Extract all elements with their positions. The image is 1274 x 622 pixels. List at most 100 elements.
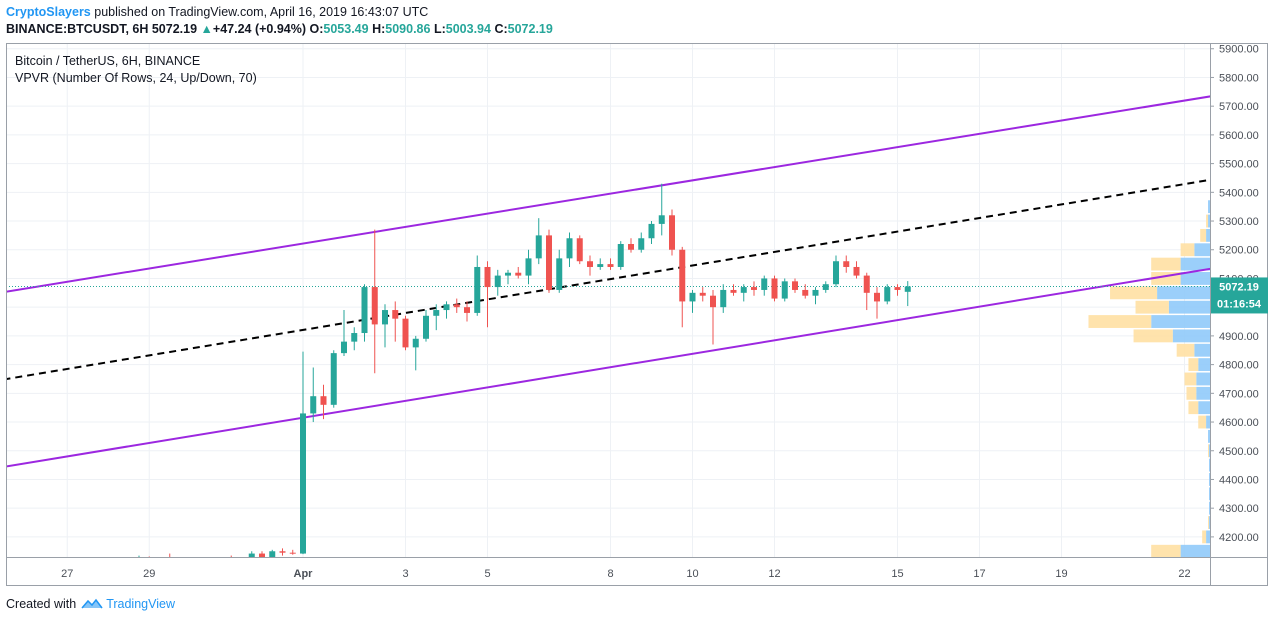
candle-body — [699, 292, 706, 296]
candle-body — [392, 310, 399, 319]
candle-body — [433, 310, 440, 316]
vp-up-bar — [1196, 386, 1210, 400]
vp-down-bar — [1188, 358, 1199, 372]
chart-frame — [6, 43, 1268, 586]
volume-profile — [1088, 200, 1210, 557]
close-label: C: — [494, 22, 508, 36]
candle-body — [341, 341, 347, 354]
y-tick-label: 5500.00 — [1219, 159, 1259, 171]
y-tick-label: 4400.00 — [1219, 474, 1259, 486]
candle-body — [648, 223, 655, 239]
vp-up-bar — [1209, 501, 1210, 515]
candle-body — [525, 258, 532, 276]
candle-body — [443, 304, 450, 311]
vp-down-bar — [1198, 415, 1207, 429]
candle-body — [198, 560, 204, 562]
candle-body — [484, 266, 491, 288]
candle-body — [720, 289, 727, 308]
y-tick-label: 5800.00 — [1219, 72, 1259, 84]
candle-body — [894, 287, 901, 290]
candle-body — [494, 275, 501, 288]
candle-body — [423, 315, 429, 339]
channel-upper-line — [6, 95, 1210, 293]
candle-body — [792, 281, 798, 290]
vp-down-bar — [1180, 243, 1195, 257]
candle-body — [669, 215, 675, 250]
candle-body — [157, 561, 163, 562]
candle-body — [710, 295, 716, 308]
close-value: 5072.19 — [507, 22, 553, 36]
candle-body — [658, 215, 665, 224]
vp-up-bar — [1172, 329, 1210, 343]
vp-up-bar — [1168, 300, 1210, 314]
y-tick-label: 4600.00 — [1219, 417, 1259, 429]
chart-title: Bitcoin / TetherUS, 6H, BINANCE — [15, 54, 200, 68]
indicator-label[interactable]: VPVR (Number Of Rows, 24, Up/Down, 70) — [15, 71, 257, 85]
x-tick-label: 5 — [484, 568, 490, 580]
vp-up-bar — [1206, 228, 1210, 242]
candle-body — [464, 307, 470, 313]
vp-down-bar — [1135, 300, 1169, 314]
vp-up-bar — [1208, 214, 1210, 228]
last-price-label: 5072.19 — [1219, 281, 1259, 293]
x-tick-label: 29 — [143, 568, 155, 580]
candle-body — [761, 278, 768, 290]
vp-up-bar — [1209, 516, 1210, 529]
candle-body — [822, 284, 829, 290]
open-label: O: — [309, 22, 324, 36]
candle-body — [351, 333, 358, 342]
candle-body — [371, 287, 378, 325]
y-tick-label: 5900.00 — [1219, 44, 1259, 56]
high-label: H: — [372, 22, 386, 36]
y-tick-label: 4300.00 — [1219, 503, 1259, 515]
ohlc-line: BINANCE:BTCUSDT, 6H 5072.19 ▲+47.24 (+0.… — [6, 22, 553, 36]
vp-down-bar — [1151, 544, 1181, 557]
candle-body — [146, 558, 152, 563]
chart-axes: 4200.00 4300.00 4400.00 4500.00 4600.00 4700.… — [6, 43, 1268, 586]
vp-up-bar — [1194, 243, 1210, 257]
vp-up-bar — [1198, 358, 1210, 372]
change-text: +47.24 (+0.94%) — [212, 22, 307, 36]
x-tick-label: Apr — [294, 568, 314, 580]
vp-down-bar — [1206, 214, 1209, 228]
channel-lower-line — [6, 267, 1210, 468]
last-price-tag: 5072.19 01:16:54 — [1211, 277, 1268, 314]
y-tick-label: 5400.00 — [1219, 187, 1259, 199]
vp-up-bar — [1180, 544, 1210, 557]
y-tick-label: 4700.00 — [1219, 388, 1259, 400]
candle-body — [863, 275, 870, 293]
x-tick-label: 27 — [61, 568, 73, 580]
candle-body — [239, 560, 245, 561]
candle-body — [781, 281, 788, 299]
y-tick-label: 4200.00 — [1219, 532, 1259, 544]
candle-body — [453, 304, 460, 308]
candle-body — [689, 292, 696, 302]
x-tick-label: 15 — [891, 568, 903, 580]
candle-body — [535, 235, 542, 259]
up-arrow-icon: ▲ — [200, 22, 213, 36]
tradingview-link[interactable]: TradingView — [106, 597, 175, 611]
candle-body — [361, 287, 368, 334]
vp-down-bar — [1133, 329, 1173, 343]
vp-up-bar — [1206, 415, 1210, 429]
candle-body — [289, 552, 296, 554]
candle-body — [136, 558, 142, 563]
vp-down-bar — [1200, 228, 1207, 242]
vp-up-bar — [1198, 401, 1210, 415]
author-link[interactable]: CryptoSlayers — [6, 5, 91, 19]
candle-body — [771, 278, 778, 299]
candle-body — [566, 238, 573, 259]
published-text: published on TradingView.com, April 16, … — [94, 5, 429, 19]
trend-channel — [6, 95, 1210, 468]
candle-body — [904, 286, 911, 292]
vp-down-bar — [1188, 401, 1199, 415]
x-tick-label: 8 — [607, 568, 613, 580]
y-tick-label: 5200.00 — [1219, 245, 1259, 257]
vp-down-bar — [1110, 286, 1158, 300]
created-with-text: Created with — [6, 597, 77, 611]
candle-body — [802, 289, 809, 296]
candle-body — [505, 272, 511, 276]
publish-info: CryptoSlayers published on TradingView.c… — [6, 5, 428, 19]
vp-up-bar — [1208, 429, 1210, 443]
